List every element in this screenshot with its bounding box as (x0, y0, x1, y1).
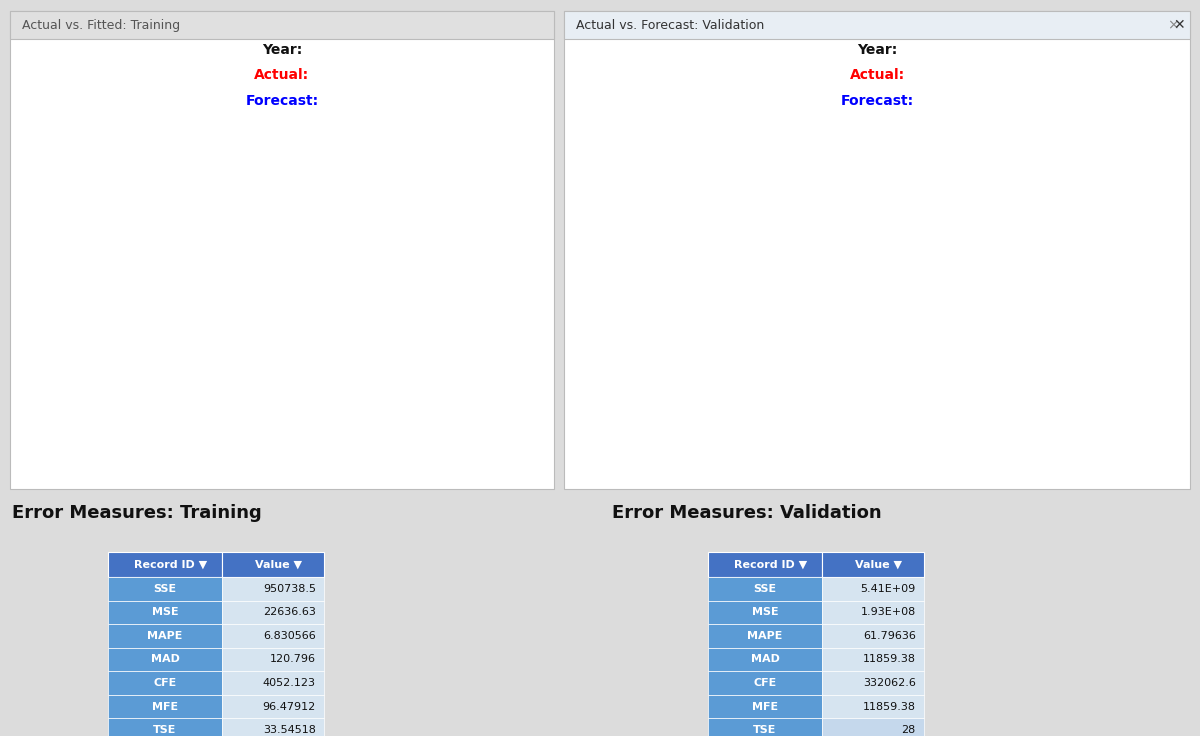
Text: MAD: MAD (150, 654, 180, 665)
Text: 950738.5: 950738.5 (263, 584, 316, 594)
Text: Value ▼: Value ▼ (854, 559, 901, 570)
Text: Value ▼: Value ▼ (254, 559, 301, 570)
Text: 22636.63: 22636.63 (263, 607, 316, 618)
Text: 6.830566: 6.830566 (263, 631, 316, 641)
Text: Actual:: Actual: (254, 68, 310, 82)
Text: Record ID ▼: Record ID ▼ (734, 559, 808, 570)
Text: MFE: MFE (152, 701, 178, 712)
Text: Actual vs. Forecast: Validation: Actual vs. Forecast: Validation (576, 18, 764, 32)
Text: 61.79636: 61.79636 (863, 631, 916, 641)
Text: 5.41E+09: 5.41E+09 (860, 584, 916, 594)
Text: 332062.6: 332062.6 (863, 678, 916, 688)
Y-axis label: CA: CA (581, 265, 595, 286)
Text: CFE: CFE (754, 678, 776, 688)
Text: MAD: MAD (750, 654, 780, 665)
Text: 96.47912: 96.47912 (263, 701, 316, 712)
Text: 28: 28 (901, 725, 916, 735)
Text: SSE: SSE (154, 584, 176, 594)
Text: ×: × (1166, 18, 1178, 32)
Text: MFE: MFE (752, 701, 778, 712)
Text: MSE: MSE (151, 607, 179, 618)
Text: Forecast:: Forecast: (841, 94, 913, 108)
Text: 1.93E+08: 1.93E+08 (860, 607, 916, 618)
X-axis label: Year: Year (888, 467, 923, 481)
Text: MSE: MSE (751, 607, 779, 618)
Text: 11859.38: 11859.38 (863, 701, 916, 712)
Y-axis label: CA: CA (37, 265, 52, 286)
Text: Error Measures: Training: Error Measures: Training (12, 504, 262, 522)
Text: Actual:: Actual: (850, 68, 905, 82)
Text: 11859.38: 11859.38 (863, 654, 916, 665)
Text: Record ID ▼: Record ID ▼ (134, 559, 208, 570)
Text: ✕: ✕ (1172, 18, 1184, 32)
Text: 120.796: 120.796 (270, 654, 316, 665)
Text: SSE: SSE (754, 584, 776, 594)
Text: Forecast:: Forecast: (246, 94, 318, 108)
Text: 33.54518: 33.54518 (263, 725, 316, 735)
Text: Year:: Year: (262, 43, 302, 57)
Text: MAPE: MAPE (748, 631, 782, 641)
Text: TSE: TSE (754, 725, 776, 735)
Text: Actual vs. Fitted: Training: Actual vs. Fitted: Training (22, 18, 180, 32)
Text: Year:: Year: (857, 43, 898, 57)
Text: TSE: TSE (154, 725, 176, 735)
X-axis label: Year: Year (300, 467, 334, 481)
Text: 4052.123: 4052.123 (263, 678, 316, 688)
Text: MAPE: MAPE (148, 631, 182, 641)
Text: Error Measures: Validation: Error Measures: Validation (612, 504, 882, 522)
Text: CFE: CFE (154, 678, 176, 688)
